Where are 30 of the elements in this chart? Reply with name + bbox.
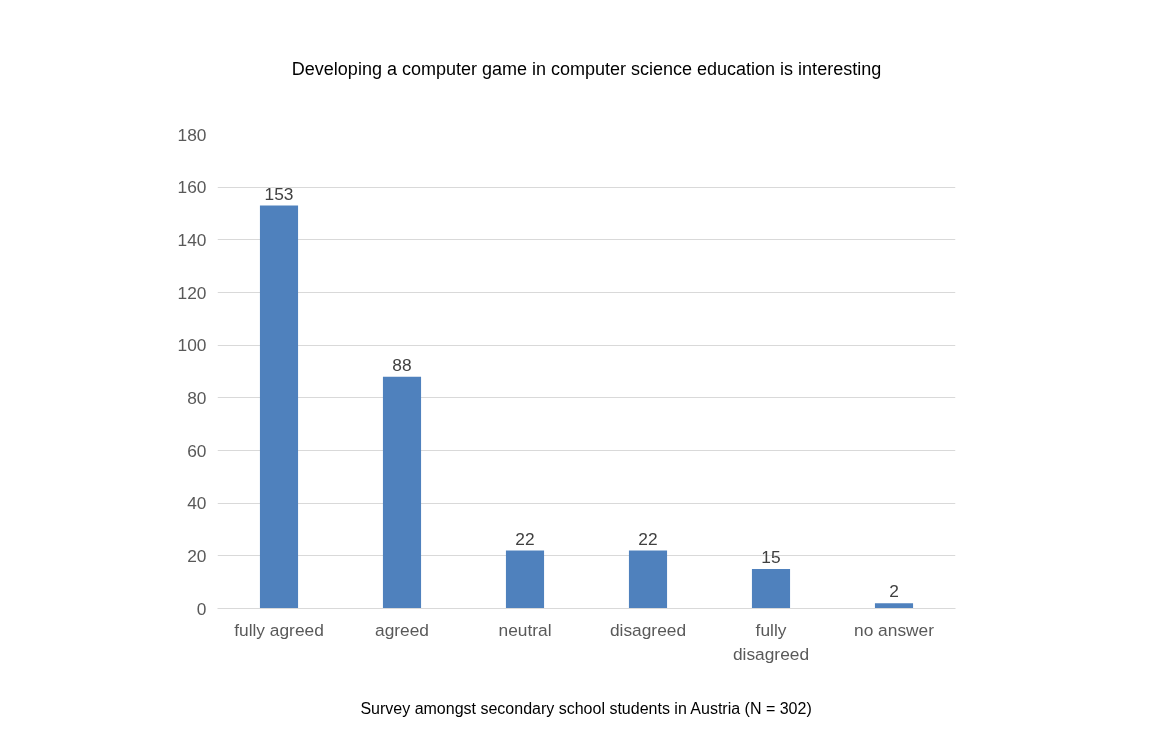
data-label: 15 — [761, 547, 781, 567]
data-label: 22 — [515, 528, 535, 549]
x-tick-label: agreed — [375, 619, 429, 640]
bar — [874, 603, 914, 609]
x-tick-label: fully disagreed — [732, 619, 810, 664]
data-label: 153 — [264, 183, 294, 204]
x-tick-label: fully agreed — [234, 619, 324, 640]
chart-title: Developing a computer game in computer science education is interesting — [291, 58, 882, 79]
y-tick-label: 80 — [187, 387, 207, 408]
data-label: 22 — [638, 528, 658, 549]
data-label: 88 — [392, 354, 412, 375]
y-tick-label: 160 — [177, 177, 207, 198]
y-tick-label: 100 — [177, 335, 207, 356]
bar — [505, 550, 545, 609]
y-tick-label: 0 — [196, 598, 207, 619]
x-tick-label: no answer — [854, 619, 935, 640]
y-tick-label: 20 — [187, 545, 207, 566]
y-tick-label: 140 — [177, 229, 207, 250]
bar — [382, 376, 422, 609]
bar — [628, 550, 668, 609]
y-tick-label: 120 — [177, 282, 207, 303]
y-tick-label: 60 — [187, 440, 207, 461]
x-tick-label: neutral — [498, 619, 552, 640]
y-tick-label: 180 — [177, 124, 207, 145]
y-tick-label: 40 — [187, 493, 207, 514]
text: Survey amongst secondary school students in Austria (N = 302) — [360, 699, 812, 717]
bar — [751, 569, 791, 609]
data-label: 2 — [889, 581, 899, 602]
x-tick-label: disagreed — [609, 619, 687, 640]
bar — [259, 205, 299, 609]
